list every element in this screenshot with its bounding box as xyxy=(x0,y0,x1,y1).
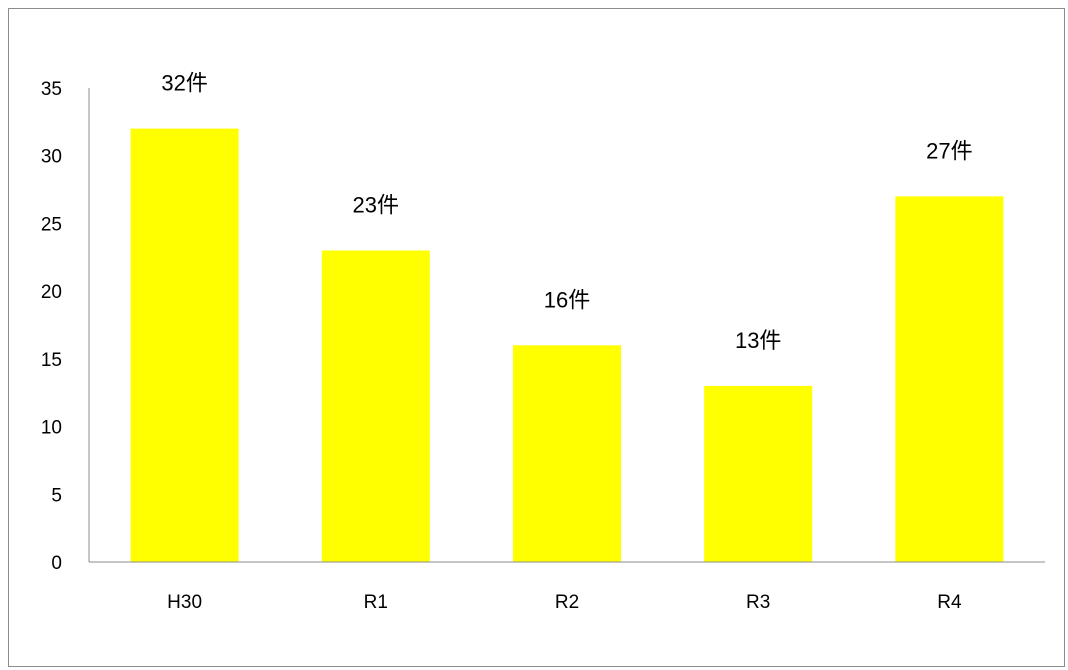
y-tick-5: 5 xyxy=(51,485,62,506)
bar-R1 xyxy=(321,250,430,562)
x-tick-labels: H30 R1 R2 R3 R4 xyxy=(167,592,962,613)
y-tick-0: 0 xyxy=(51,553,62,574)
bar-R2 xyxy=(512,345,622,562)
x-tick-R2: R2 xyxy=(555,592,579,613)
bars-group xyxy=(130,128,1004,563)
x-tick-R4: R4 xyxy=(937,592,962,613)
x-tick-H30: H30 xyxy=(167,592,202,613)
bar-R4 xyxy=(895,196,1004,563)
data-label-H30: 32件 xyxy=(161,71,207,96)
y-tick-15: 15 xyxy=(41,350,62,371)
y-tick-25: 25 xyxy=(41,214,62,235)
bar-R3 xyxy=(704,385,813,562)
x-tick-R3: R3 xyxy=(746,592,770,613)
data-label-R3: 13件 xyxy=(735,328,781,353)
data-label-R1: 23件 xyxy=(353,193,399,218)
y-tick-30: 30 xyxy=(41,147,62,168)
data-labels-group: 32件 23件 16件 13件 27件 xyxy=(161,71,972,353)
y-tick-20: 20 xyxy=(41,282,62,303)
y-tick-labels: 0 5 10 15 20 25 30 35 xyxy=(41,79,62,574)
y-tick-35: 35 xyxy=(41,79,62,100)
bar-H30 xyxy=(130,128,239,562)
y-tick-10: 10 xyxy=(41,418,62,439)
x-tick-R1: R1 xyxy=(364,592,388,613)
data-label-R2: 16件 xyxy=(544,287,590,312)
data-label-R4: 27件 xyxy=(926,138,972,163)
